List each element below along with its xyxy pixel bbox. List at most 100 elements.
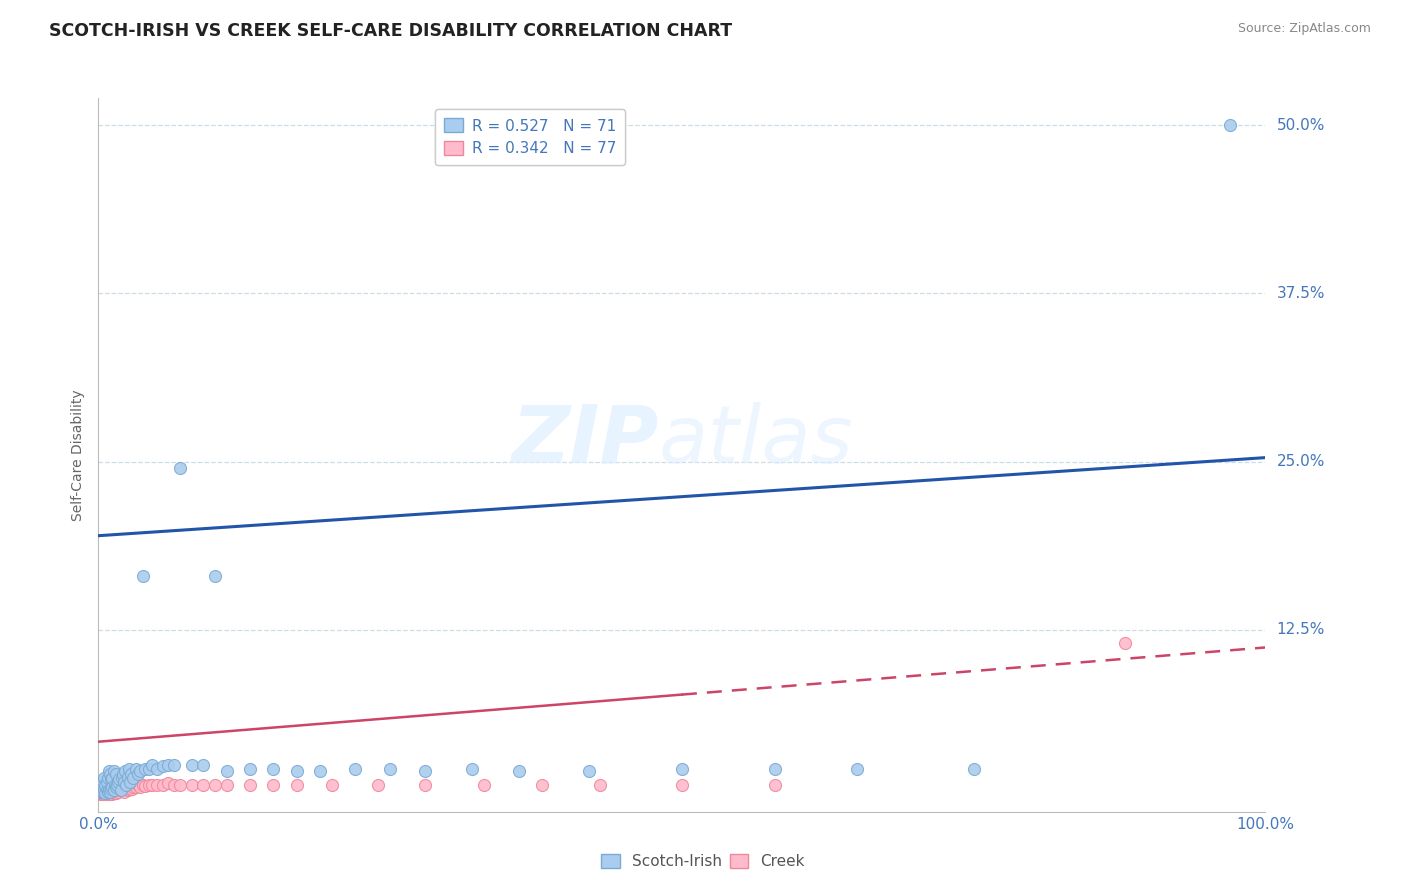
Point bbox=[146, 778, 169, 792]
Point bbox=[104, 767, 127, 781]
Point bbox=[117, 783, 139, 797]
Legend: Scotch-Irish, Creek: Scotch-Irish, Creek bbox=[595, 848, 811, 875]
Point bbox=[98, 781, 121, 796]
Point bbox=[98, 767, 121, 781]
Point bbox=[285, 778, 308, 792]
Point bbox=[101, 783, 124, 797]
Point bbox=[108, 779, 131, 793]
Point bbox=[115, 779, 138, 793]
Point bbox=[1114, 636, 1136, 650]
Legend: R = 0.527   N = 71, R = 0.342   N = 77: R = 0.527 N = 71, R = 0.342 N = 77 bbox=[434, 110, 626, 165]
Point bbox=[98, 784, 121, 798]
Point bbox=[262, 778, 284, 792]
Point bbox=[132, 569, 155, 583]
Point bbox=[91, 784, 114, 798]
Point bbox=[91, 775, 114, 789]
Point bbox=[97, 771, 120, 785]
Point bbox=[141, 757, 163, 772]
Point bbox=[91, 787, 114, 801]
Point bbox=[508, 764, 530, 779]
Point bbox=[180, 778, 202, 792]
Text: ZIP: ZIP bbox=[512, 401, 658, 480]
Point bbox=[94, 779, 117, 793]
Point bbox=[97, 784, 120, 798]
Point bbox=[215, 778, 238, 792]
Point bbox=[97, 764, 120, 779]
Point bbox=[111, 771, 134, 785]
Point bbox=[114, 764, 136, 779]
Point bbox=[1219, 118, 1241, 132]
Point bbox=[344, 762, 367, 776]
Point bbox=[671, 778, 693, 792]
Point bbox=[97, 783, 120, 797]
Point bbox=[103, 781, 125, 796]
Y-axis label: Self-Care Disability: Self-Care Disability bbox=[72, 389, 86, 521]
Point bbox=[105, 783, 128, 797]
Point bbox=[96, 783, 118, 797]
Point bbox=[127, 778, 149, 792]
Point bbox=[90, 784, 112, 798]
Point bbox=[309, 764, 332, 779]
Point bbox=[103, 764, 125, 779]
Point bbox=[262, 762, 284, 776]
Point bbox=[118, 762, 141, 776]
Point bbox=[100, 781, 122, 796]
Point bbox=[98, 787, 121, 801]
Point bbox=[169, 461, 191, 475]
Point bbox=[90, 783, 112, 797]
Point bbox=[94, 786, 117, 800]
Point bbox=[152, 778, 174, 792]
Point bbox=[125, 762, 148, 776]
Point bbox=[163, 757, 186, 772]
Point bbox=[134, 762, 156, 776]
Point bbox=[157, 776, 180, 790]
Point bbox=[90, 778, 112, 792]
Point bbox=[97, 786, 120, 800]
Point bbox=[122, 780, 145, 795]
Point bbox=[96, 786, 118, 800]
Point bbox=[122, 771, 145, 785]
Point bbox=[378, 762, 402, 776]
Text: 37.5%: 37.5% bbox=[1277, 285, 1324, 301]
Point bbox=[103, 783, 125, 797]
Point bbox=[97, 783, 120, 797]
Point bbox=[90, 780, 112, 795]
Point bbox=[107, 775, 129, 789]
Point bbox=[193, 757, 215, 772]
Point bbox=[138, 762, 160, 776]
Point bbox=[110, 783, 132, 797]
Point bbox=[89, 787, 111, 801]
Point bbox=[118, 775, 141, 789]
Point bbox=[285, 764, 308, 779]
Point bbox=[111, 767, 134, 781]
Point bbox=[114, 781, 136, 796]
Text: Source: ZipAtlas.com: Source: ZipAtlas.com bbox=[1237, 22, 1371, 36]
Point bbox=[121, 781, 143, 796]
Text: 12.5%: 12.5% bbox=[1277, 623, 1324, 638]
Point bbox=[93, 784, 115, 798]
Point bbox=[108, 783, 131, 797]
Point bbox=[578, 764, 600, 779]
Text: SCOTCH-IRISH VS CREEK SELF-CARE DISABILITY CORRELATION CHART: SCOTCH-IRISH VS CREEK SELF-CARE DISABILI… bbox=[49, 22, 733, 40]
Point bbox=[530, 778, 553, 792]
Point bbox=[104, 783, 127, 797]
Point bbox=[127, 767, 149, 781]
Point bbox=[110, 783, 132, 797]
Point bbox=[321, 778, 343, 792]
Point bbox=[589, 778, 612, 792]
Point bbox=[96, 781, 118, 796]
Point bbox=[97, 787, 120, 801]
Point bbox=[103, 786, 125, 800]
Point bbox=[120, 767, 142, 781]
Point bbox=[120, 779, 142, 793]
Point bbox=[105, 779, 128, 793]
Point bbox=[118, 780, 141, 795]
Point bbox=[763, 778, 786, 792]
Point bbox=[239, 778, 262, 792]
Point bbox=[239, 762, 262, 776]
Text: 50.0%: 50.0% bbox=[1277, 118, 1324, 133]
Point bbox=[367, 778, 389, 792]
Point bbox=[117, 770, 139, 784]
Point bbox=[472, 778, 495, 792]
Point bbox=[671, 762, 693, 776]
